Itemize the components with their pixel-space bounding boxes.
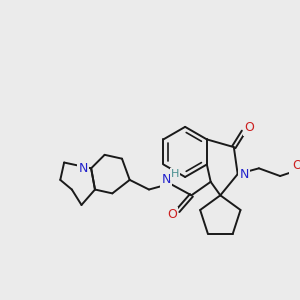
- Text: N: N: [240, 168, 249, 181]
- Text: H: H: [171, 169, 179, 179]
- Text: O: O: [244, 121, 254, 134]
- Text: N: N: [79, 162, 88, 175]
- Text: O: O: [167, 208, 177, 221]
- Text: N: N: [162, 173, 171, 186]
- Text: O: O: [292, 159, 300, 172]
